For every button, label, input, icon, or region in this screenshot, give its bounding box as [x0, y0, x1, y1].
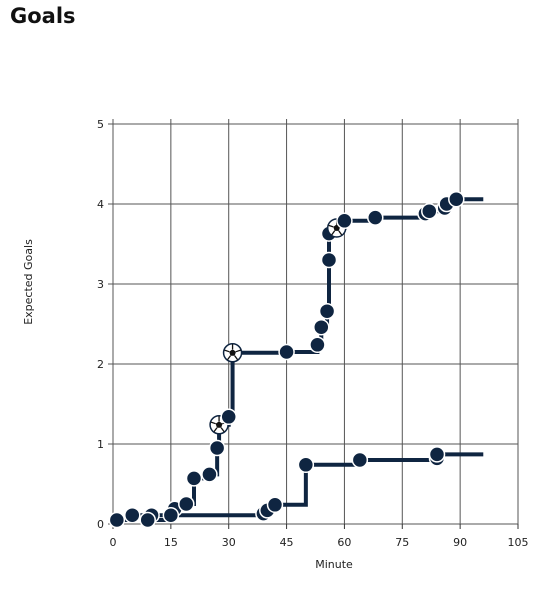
shot-point: [220, 408, 237, 426]
y-tick-label: 4: [97, 198, 104, 211]
goal-ball-pentagon: [215, 421, 223, 428]
shot-point: [297, 456, 315, 474]
shot-point: [448, 190, 465, 208]
shot-point: [139, 511, 156, 529]
shot-point: [320, 251, 338, 269]
x-tick-label: 15: [164, 536, 178, 549]
goal-ball-seam: [235, 349, 241, 353]
goal-ball-seam: [227, 355, 231, 361]
page-title: Goals: [10, 4, 76, 28]
series-points: [108, 190, 465, 529]
goal-ball-seam: [213, 427, 218, 433]
y-tick-label: 0: [97, 518, 104, 531]
goal-ball-seam: [338, 230, 343, 236]
shot-point: [208, 439, 226, 457]
y-tick-label: 5: [97, 118, 104, 131]
series-lines: [114, 197, 484, 524]
shot-point: [201, 466, 218, 483]
shot-point: [124, 506, 141, 524]
shot-point: [318, 302, 336, 320]
goal-ball-seam: [210, 421, 216, 425]
goal-ball-seam: [220, 427, 225, 433]
shot-point: [428, 446, 446, 463]
shot-point: [278, 343, 295, 361]
y-tick-label: 3: [97, 278, 104, 291]
goal-ball-pentagon: [229, 349, 236, 356]
grid: [108, 119, 519, 525]
shot-point: [336, 212, 353, 230]
x-tick-label: 0: [110, 536, 117, 549]
shot-point: [351, 451, 369, 469]
shot-point: [421, 202, 438, 220]
x-tick-label: 75: [395, 536, 409, 549]
x-tick-label: 105: [508, 536, 529, 549]
series-1-step-line: [114, 197, 484, 524]
x-tick-label: 30: [222, 536, 236, 549]
goal-ball-icon: [222, 343, 243, 363]
y-axis-label: Expected Goals: [22, 239, 35, 325]
x-axis-label: Minute: [315, 558, 353, 571]
y-tick-label: 2: [97, 358, 104, 371]
shot-point: [185, 470, 203, 487]
x-tick-label: 90: [453, 536, 467, 549]
shot-point: [309, 336, 326, 354]
goal-ball-seam: [224, 349, 230, 353]
x-tick-label: 60: [337, 536, 351, 549]
shot-point: [313, 318, 330, 336]
y-tick-label: 1: [97, 438, 104, 451]
shot-point: [108, 511, 126, 529]
shot-point: [162, 506, 180, 524]
x-tick-label: 45: [280, 536, 294, 549]
shot-point: [266, 496, 284, 514]
goal-ball-seam: [331, 230, 336, 236]
shot-point: [178, 495, 195, 513]
goal-ball-seam: [328, 224, 334, 228]
goal-ball-seam: [234, 355, 239, 361]
shot-point: [367, 209, 384, 226]
